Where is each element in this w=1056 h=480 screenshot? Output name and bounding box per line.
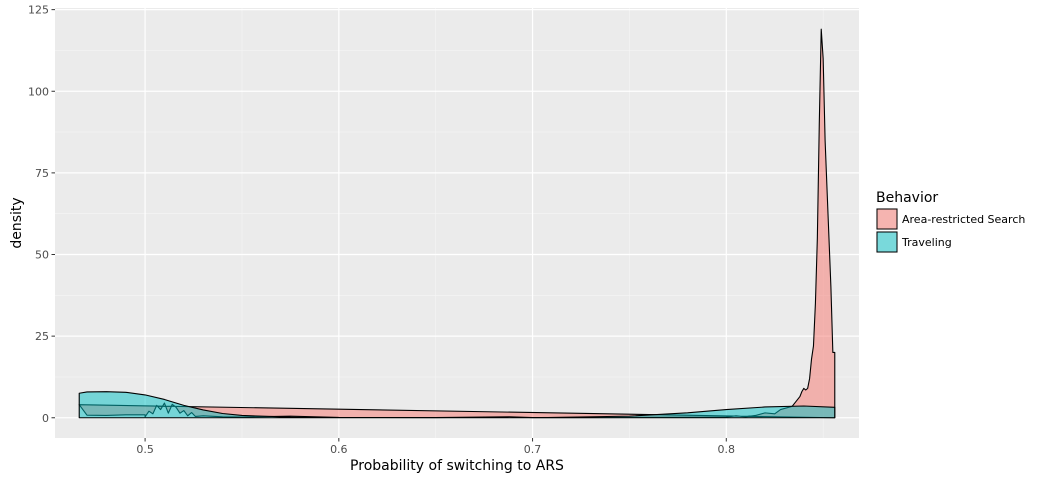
y-axis-title: density: [9, 197, 25, 248]
minor-gridlines: [55, 8, 859, 438]
x-tick-label: 0.5: [136, 443, 154, 456]
legend: Behavior Area-restricted Search Traveling: [876, 190, 1025, 253]
x-axis: 0.5 0.6 0.7 0.8: [136, 438, 735, 456]
density-area-traveling: [78, 391, 836, 419]
y-tick-label: 75: [35, 167, 49, 180]
x-tick-label: 0.6: [330, 443, 348, 456]
legend-swatch-traveling: [876, 231, 898, 253]
plot-panel: [55, 8, 859, 438]
y-tick-label: 100: [28, 85, 49, 98]
y-axis: 0 25 50 75 100 125: [28, 4, 55, 425]
y-tick-label: 50: [35, 249, 49, 262]
legend-title: Behavior: [876, 190, 938, 206]
x-tick-label: 0.8: [718, 443, 736, 456]
legend-label-area-restricted-search: Area-restricted Search: [902, 213, 1025, 226]
y-tick-label: 0: [42, 412, 49, 425]
legend-label-traveling: Traveling: [901, 236, 952, 249]
x-tick-label: 0.7: [524, 443, 542, 456]
y-tick-label: 125: [28, 4, 49, 17]
legend-swatch-area-restricted-search: [876, 208, 898, 230]
y-tick-label: 25: [35, 330, 49, 343]
density-areas: [78, 28, 836, 419]
x-axis-title: Probability of switching to ARS: [350, 458, 564, 474]
